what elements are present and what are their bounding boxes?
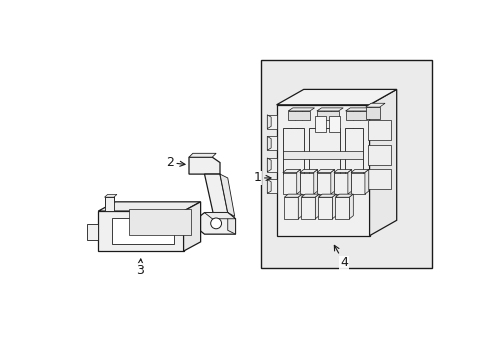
- Polygon shape: [299, 172, 313, 194]
- Polygon shape: [204, 174, 227, 213]
- Polygon shape: [349, 194, 352, 219]
- Polygon shape: [267, 136, 270, 150]
- Polygon shape: [330, 170, 334, 194]
- Polygon shape: [220, 174, 234, 216]
- Polygon shape: [316, 172, 330, 194]
- Polygon shape: [98, 202, 200, 211]
- Polygon shape: [287, 111, 309, 120]
- Polygon shape: [335, 197, 349, 219]
- Polygon shape: [86, 224, 98, 239]
- Polygon shape: [318, 194, 336, 197]
- Polygon shape: [267, 180, 276, 193]
- Text: 3: 3: [136, 259, 144, 277]
- Polygon shape: [367, 170, 390, 189]
- Polygon shape: [282, 170, 300, 172]
- Text: 2: 2: [165, 156, 184, 169]
- Polygon shape: [332, 194, 336, 219]
- Polygon shape: [316, 170, 334, 172]
- Polygon shape: [367, 120, 390, 140]
- Polygon shape: [189, 157, 220, 174]
- Polygon shape: [345, 111, 366, 120]
- Polygon shape: [335, 194, 352, 197]
- Polygon shape: [129, 209, 191, 235]
- Polygon shape: [350, 172, 364, 194]
- Polygon shape: [287, 108, 314, 111]
- Polygon shape: [98, 211, 183, 251]
- Polygon shape: [298, 194, 302, 219]
- Polygon shape: [196, 213, 235, 234]
- Polygon shape: [183, 202, 200, 251]
- Polygon shape: [267, 158, 276, 172]
- Polygon shape: [301, 194, 319, 197]
- Polygon shape: [112, 218, 174, 244]
- Polygon shape: [267, 180, 270, 193]
- Polygon shape: [350, 170, 368, 172]
- Polygon shape: [347, 170, 351, 194]
- Text: 1: 1: [253, 171, 270, 184]
- Polygon shape: [365, 107, 379, 119]
- Polygon shape: [284, 194, 302, 197]
- Polygon shape: [315, 116, 325, 132]
- Polygon shape: [333, 170, 351, 172]
- Polygon shape: [284, 197, 298, 219]
- Polygon shape: [276, 89, 396, 105]
- Polygon shape: [282, 151, 363, 159]
- Polygon shape: [365, 103, 384, 107]
- Polygon shape: [282, 172, 296, 194]
- Polygon shape: [328, 116, 340, 132]
- Polygon shape: [308, 128, 340, 174]
- Polygon shape: [189, 153, 216, 157]
- Polygon shape: [313, 170, 317, 194]
- Polygon shape: [276, 105, 369, 236]
- Polygon shape: [299, 170, 317, 172]
- Polygon shape: [267, 115, 270, 129]
- Polygon shape: [316, 111, 338, 120]
- Text: 4: 4: [334, 246, 347, 269]
- Polygon shape: [296, 170, 300, 194]
- Polygon shape: [267, 115, 276, 129]
- Polygon shape: [204, 213, 235, 219]
- Polygon shape: [345, 108, 371, 111]
- Polygon shape: [318, 197, 332, 219]
- Polygon shape: [316, 108, 343, 111]
- Polygon shape: [364, 170, 368, 194]
- Polygon shape: [267, 136, 276, 150]
- Polygon shape: [344, 128, 363, 174]
- Polygon shape: [367, 145, 390, 165]
- Polygon shape: [227, 213, 235, 234]
- Polygon shape: [333, 172, 347, 194]
- Polygon shape: [301, 197, 315, 219]
- Circle shape: [210, 218, 221, 229]
- Polygon shape: [104, 194, 117, 197]
- Polygon shape: [282, 128, 303, 174]
- Bar: [261, 60, 431, 268]
- Polygon shape: [104, 197, 114, 211]
- Polygon shape: [369, 89, 396, 236]
- Polygon shape: [315, 194, 319, 219]
- Polygon shape: [267, 158, 270, 172]
